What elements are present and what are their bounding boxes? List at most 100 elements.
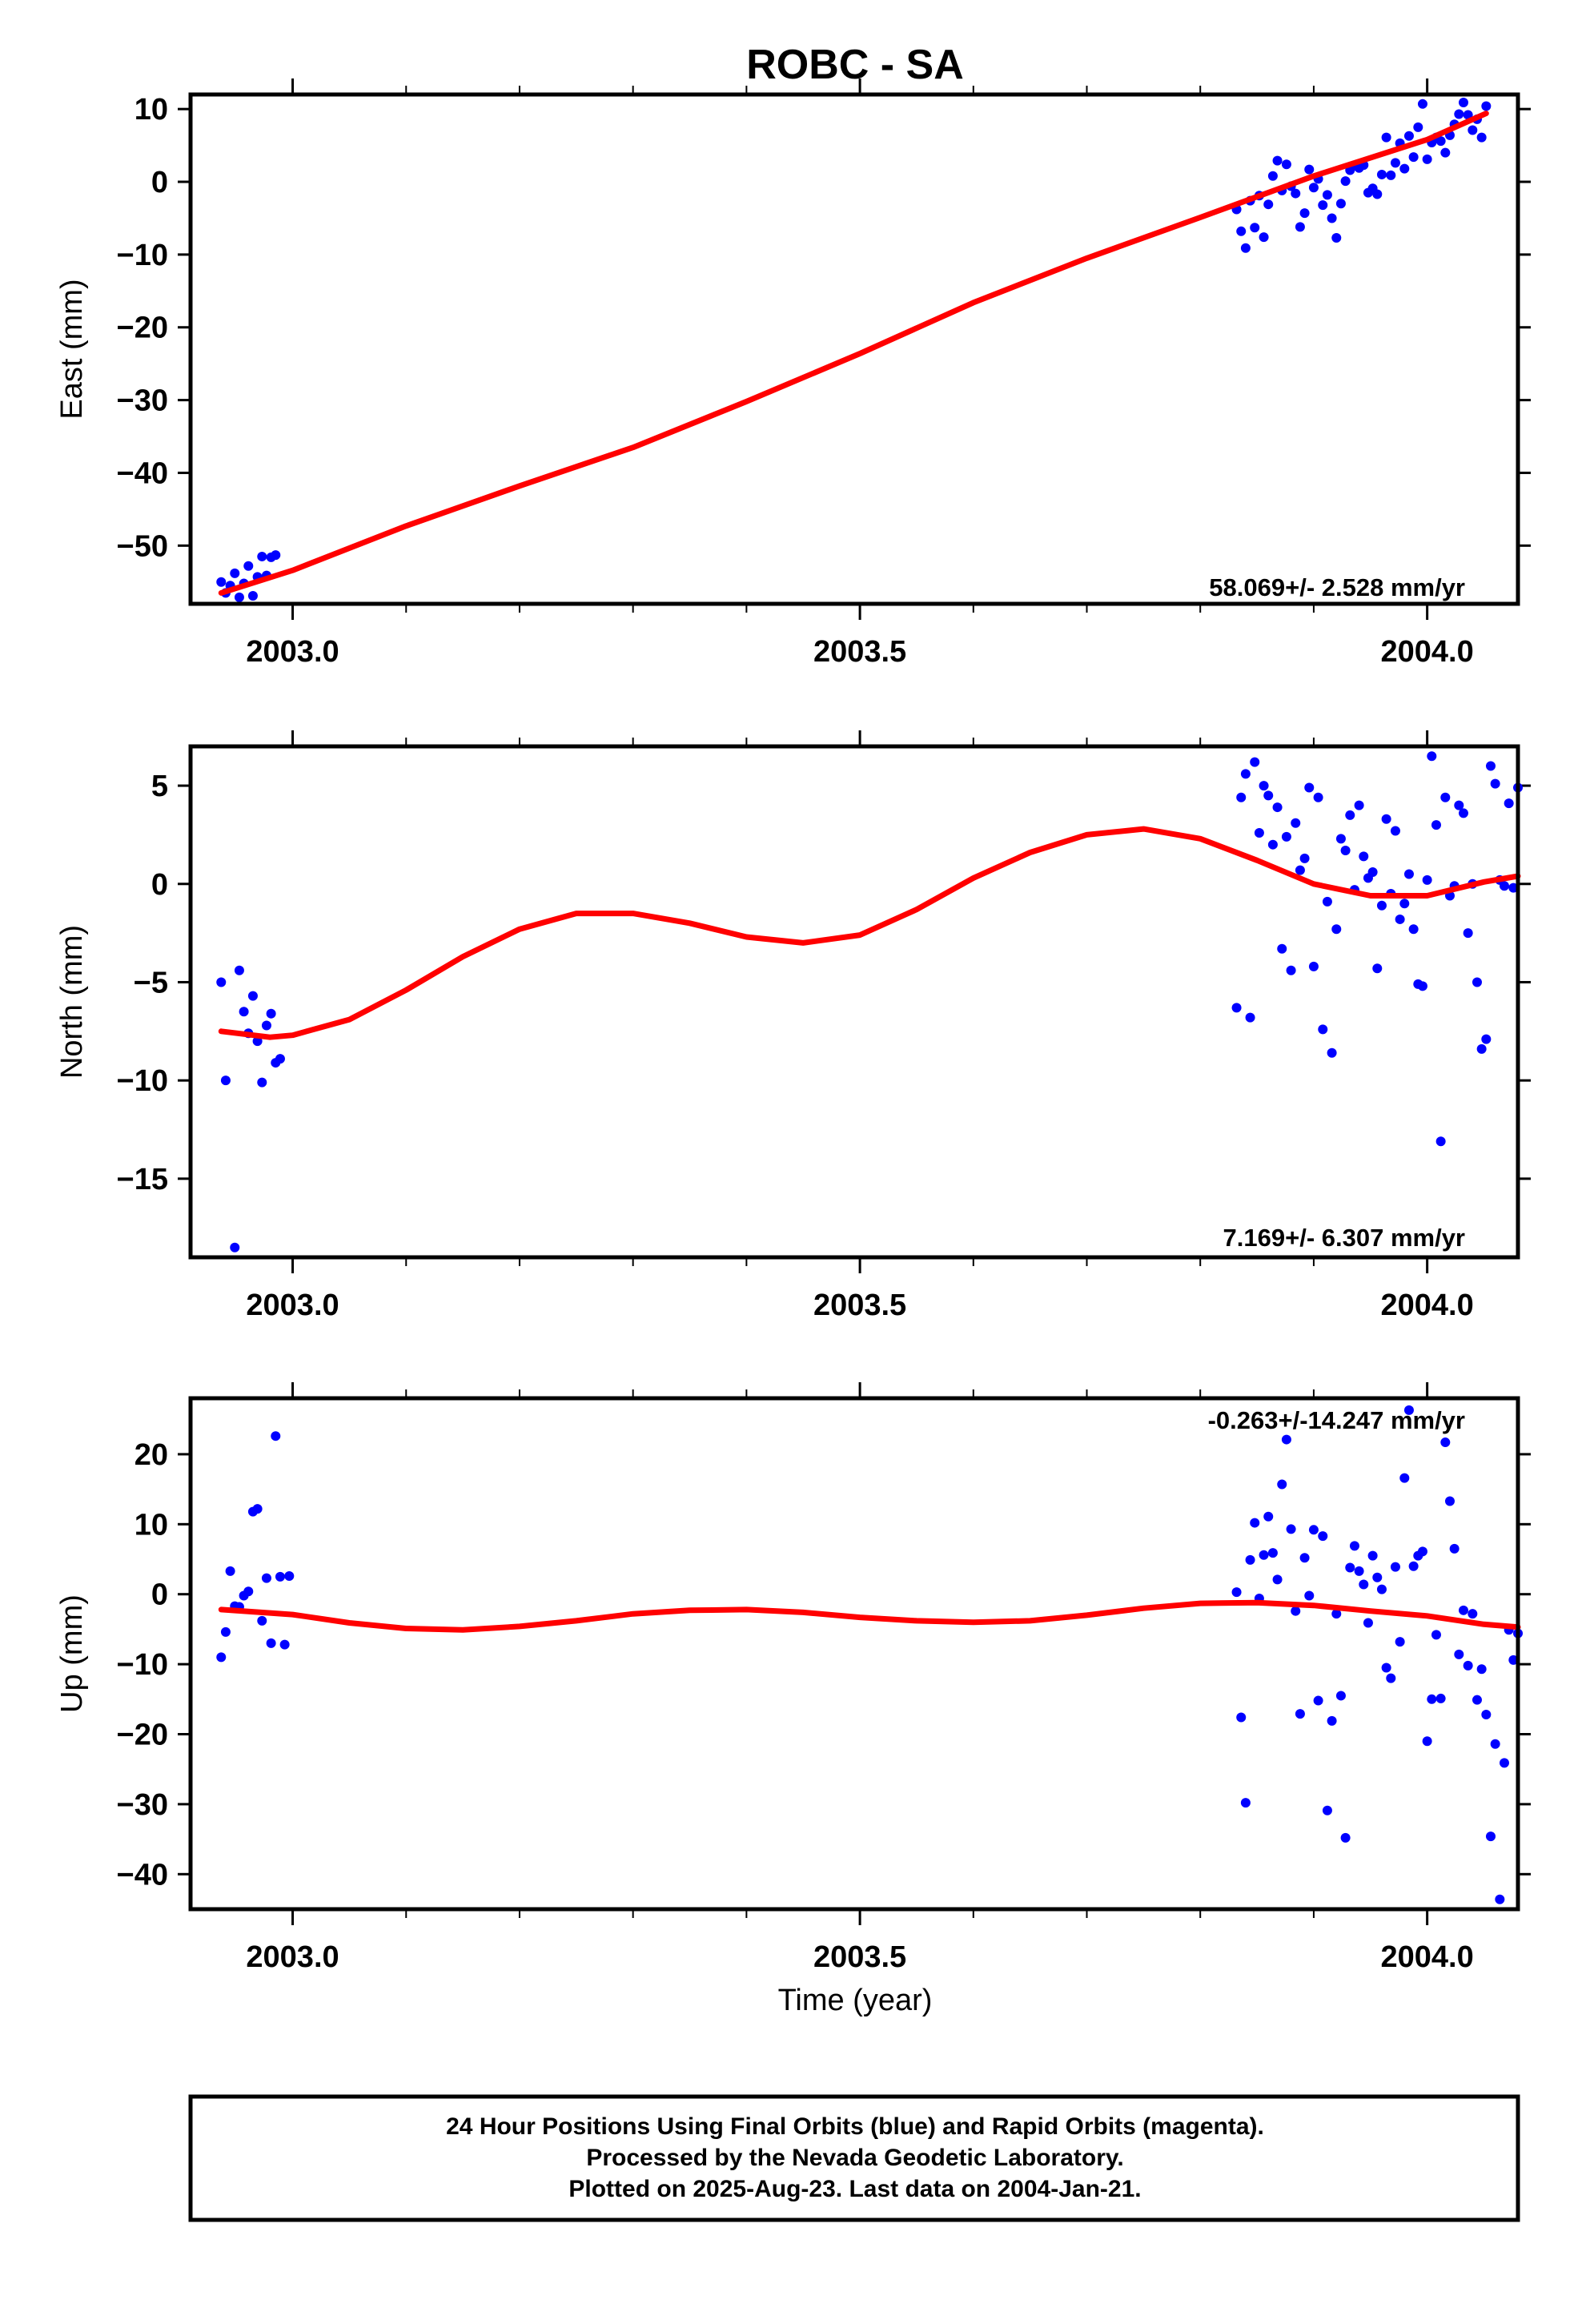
north-data-point [1508, 883, 1519, 893]
north-data-point [1367, 867, 1378, 878]
footer-line-3: Plotted on 2025-Aug-23. Last data on 200… [568, 2176, 1141, 2202]
east-data-point [1331, 232, 1342, 243]
up-data-point [1431, 1630, 1441, 1640]
east-data-point [1440, 147, 1451, 158]
up-data-point [1259, 1550, 1269, 1560]
up-data-point [1335, 1691, 1346, 1701]
north-data-point [1318, 1024, 1328, 1035]
east-data-point [1335, 199, 1346, 209]
up-data-point [1408, 1561, 1419, 1571]
east-data-point [1413, 122, 1423, 132]
up-data-point [1231, 1587, 1242, 1598]
north-data-point [1476, 1043, 1487, 1054]
up-data-point [1399, 1473, 1410, 1483]
north-data-point [1340, 846, 1351, 856]
north-data-point [1472, 977, 1482, 987]
up-data-point [1472, 1695, 1482, 1705]
up-data-point [1277, 1479, 1287, 1490]
north-data-point [261, 1020, 271, 1031]
east-data-point [1240, 243, 1251, 253]
north-data-point [239, 1007, 249, 1017]
up-y-tick-label: 10 [135, 1508, 168, 1542]
north-data-point [1359, 851, 1369, 862]
east-data-point [1481, 101, 1492, 111]
footer-frame [188, 2094, 1520, 2222]
up-data-point [1372, 1572, 1383, 1582]
east-panel: 2003.0 2003.5 2004.0 −50 −40 −30 −20 −10 0 10 Eas… [55, 78, 1531, 669]
east-frame [188, 92, 1520, 606]
north-data-point [1272, 802, 1283, 813]
up-data-point [284, 1570, 295, 1581]
north-data-point [1376, 900, 1387, 911]
north-data-point [1372, 963, 1383, 974]
up-y-tick-label: 20 [135, 1438, 168, 1472]
north-data-point [1354, 800, 1364, 810]
up-data-point [275, 1571, 285, 1582]
up-data-point [1281, 1434, 1291, 1445]
up-x-tick-label: 2003.5 [813, 1940, 906, 1974]
east-data-point [1458, 97, 1468, 107]
east-data-point [1403, 131, 1414, 141]
north-ylabel: North (mm) [55, 925, 89, 1079]
up-data-point [1376, 1584, 1387, 1594]
north-data-point [1295, 865, 1305, 875]
north-data-point [216, 977, 227, 987]
up-data-point [1435, 1693, 1446, 1703]
up-data-point [1490, 1739, 1500, 1749]
up-data-point [1250, 1518, 1260, 1528]
east-data-point [1318, 200, 1328, 211]
up-x-tick-label: 2004.0 [1381, 1940, 1474, 1974]
north-data-point [1422, 875, 1432, 885]
east-rate-label: 58.069+/- 2.528 mm/yr [1209, 573, 1465, 601]
up-data-point [266, 1638, 276, 1648]
north-data-point [1427, 751, 1437, 762]
north-data-point [1250, 757, 1260, 767]
north-data-point [1435, 1136, 1446, 1147]
north-data-point [1327, 1047, 1337, 1058]
up-data-point [1495, 1894, 1505, 1904]
north-x-tick-label: 2003.5 [813, 1289, 906, 1322]
east-x-tick-label: 2004.0 [1381, 635, 1474, 669]
up-data-point [1463, 1660, 1473, 1671]
east-data-point [1399, 163, 1410, 174]
north-data-point [1299, 853, 1310, 863]
north-panel: 2003.0 2003.5 2004.0−15−10−505 North (mm) … [55, 730, 1531, 1322]
up-data-point [1403, 1405, 1414, 1415]
east-data-point [271, 550, 281, 561]
north-data-point [275, 1054, 285, 1064]
north-data-point [1463, 928, 1473, 939]
up-data-point [1454, 1649, 1464, 1659]
up-y-tick-label: −20 [117, 1719, 168, 1752]
east-y-tick-label: 0 [151, 166, 168, 199]
north-data-point [220, 1076, 231, 1086]
up-x-tick-label: 2003.0 [246, 1940, 339, 1974]
north-data-point [1231, 1003, 1242, 1013]
up-data-point [1267, 1548, 1278, 1558]
north-y-tick-label: −15 [117, 1163, 168, 1196]
north-data-point [1286, 965, 1296, 975]
up-panel: 2003.0 2003.5 2004.0 −40 −30 −20 −10 0 10 20 Up (… [55, 1382, 1531, 1974]
north-data-point [1259, 781, 1269, 791]
footer-box: 24 Hour Positions Using Final Orbits (bl… [188, 2094, 1520, 2222]
up-data-point [1295, 1709, 1305, 1719]
north-y-tick-label: −10 [117, 1064, 168, 1098]
up-data-point [1444, 1496, 1455, 1506]
north-data-point [247, 991, 258, 1001]
east-data-point [1340, 176, 1351, 187]
north-data-point [1313, 792, 1323, 802]
up-fit-line [218, 1599, 1521, 1633]
east-data-point [1381, 132, 1391, 143]
up-data-point [1390, 1562, 1400, 1572]
up-data-point [1458, 1605, 1468, 1615]
up-data-point [1499, 1758, 1509, 1768]
up-data-point [1313, 1695, 1323, 1706]
east-data-point [1291, 188, 1301, 199]
up-data-point [257, 1615, 267, 1626]
east-x-tick-label: 2003.5 [813, 635, 906, 669]
up-data-point [252, 1504, 263, 1514]
up-data-point [225, 1566, 235, 1576]
up-data-point [1245, 1554, 1255, 1565]
east-data-point [1281, 159, 1291, 170]
east-data-point [1417, 99, 1427, 109]
